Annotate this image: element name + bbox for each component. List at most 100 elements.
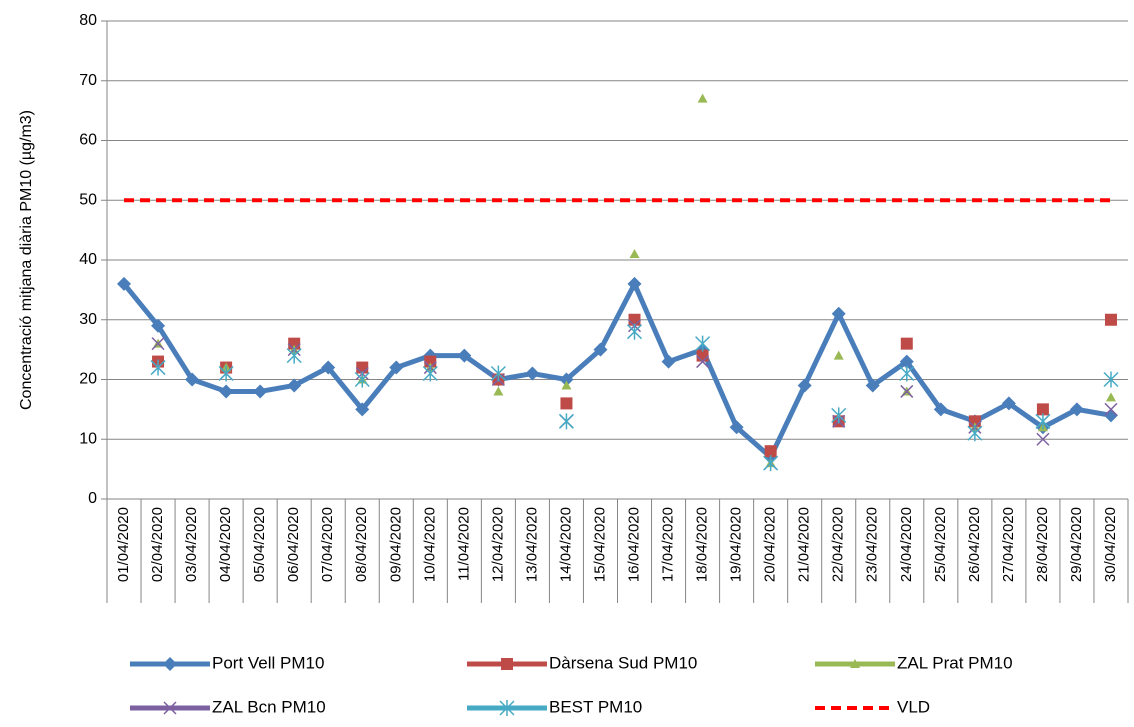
- x-tick-label: 04/04/2020: [217, 507, 234, 582]
- x-tick-label: 17/04/2020: [660, 507, 677, 582]
- marker: [899, 354, 914, 369]
- x-tick-label: 13/04/2020: [523, 507, 540, 582]
- marker: [163, 701, 177, 715]
- x-tick-label: 01/04/2020: [115, 507, 132, 582]
- x-tick-label: 05/04/2020: [251, 507, 268, 582]
- series-line: [122, 281, 1112, 460]
- legend-entry: BEST PM10: [467, 697, 642, 716]
- x-tick-label: 26/04/2020: [966, 507, 983, 582]
- x-tick-label: 21/04/2020: [796, 507, 813, 582]
- marker: [389, 360, 404, 375]
- y-tick-label: 10: [79, 430, 97, 447]
- marker: [151, 318, 166, 333]
- legend-label: ZAL Bcn PM10: [212, 697, 326, 716]
- marker: [286, 347, 302, 364]
- legend-label: Dàrsena Sud PM10: [549, 653, 697, 672]
- marker: [697, 93, 708, 103]
- x-tick-label: 08/04/2020: [353, 507, 370, 582]
- legend-entry: Dàrsena Sud PM10: [467, 653, 697, 672]
- marker: [185, 372, 200, 387]
- y-tick-label: 40: [79, 251, 97, 268]
- legend-entry: ZAL Bcn PM10: [130, 697, 326, 716]
- marker: [219, 384, 234, 399]
- marker: [1069, 402, 1084, 417]
- marker: [218, 365, 234, 382]
- marker: [490, 365, 506, 382]
- marker: [629, 249, 640, 259]
- marker: [764, 445, 777, 458]
- marker: [865, 378, 880, 393]
- marker: [627, 276, 642, 291]
- legend-entry: Port Vell PM10: [130, 653, 324, 672]
- marker: [422, 365, 438, 382]
- legend-label: BEST PM10: [549, 697, 642, 716]
- x-tick-label: 12/04/2020: [489, 507, 506, 582]
- marker: [900, 384, 914, 398]
- marker: [933, 402, 948, 417]
- x-tick-label: 30/04/2020: [1102, 507, 1119, 582]
- x-tick-label: 22/04/2020: [830, 507, 847, 582]
- marker: [457, 348, 472, 363]
- legend-entry: ZAL Prat PM10: [815, 653, 1013, 672]
- x-tick-label: 03/04/2020: [183, 507, 200, 582]
- y-tick-label: 20: [79, 371, 97, 388]
- marker: [163, 657, 177, 671]
- marker: [1104, 402, 1118, 416]
- x-tick-label: 11/04/2020: [455, 507, 472, 581]
- marker: [150, 359, 166, 376]
- marker: [1104, 313, 1117, 326]
- marker: [1105, 392, 1116, 402]
- x-tick-label: 10/04/2020: [421, 507, 438, 582]
- x-tick-label: 25/04/2020: [932, 507, 949, 582]
- x-tick-label: 15/04/2020: [591, 507, 608, 582]
- legend-entry: VLD: [815, 697, 930, 716]
- marker: [151, 337, 165, 351]
- marker: [831, 407, 847, 424]
- marker: [900, 337, 913, 350]
- marker: [287, 378, 302, 393]
- marker: [559, 372, 574, 387]
- x-tick-label: 14/04/2020: [557, 507, 574, 582]
- legend-label: VLD: [897, 697, 930, 716]
- y-axis-label: Concentració mitjana diària PM10 (µg/m3): [18, 110, 35, 410]
- marker: [501, 658, 513, 670]
- marker: [321, 360, 336, 375]
- marker: [1103, 371, 1119, 388]
- y-tick-label: 70: [79, 72, 97, 89]
- marker: [729, 420, 744, 435]
- marker: [797, 378, 812, 393]
- marker: [1103, 408, 1118, 423]
- y-tick-label: 0: [88, 490, 97, 507]
- legend-label: Port Vell PM10: [212, 653, 324, 672]
- x-tick-label: 27/04/2020: [1000, 507, 1017, 582]
- x-tick-label: 24/04/2020: [898, 507, 915, 582]
- marker: [117, 276, 132, 291]
- x-tick-label: 19/04/2020: [728, 507, 745, 582]
- x-tick-label: 09/04/2020: [387, 507, 404, 582]
- y-tick-label: 60: [79, 132, 97, 149]
- y-tick-label: 50: [79, 191, 97, 208]
- x-tick-label: 02/04/2020: [149, 507, 166, 582]
- marker: [558, 413, 574, 430]
- x-tick-label: 07/04/2020: [319, 507, 336, 582]
- marker: [661, 354, 676, 369]
- marker: [967, 425, 983, 442]
- x-tick-label: 28/04/2020: [1034, 507, 1051, 582]
- marker: [355, 402, 370, 417]
- y-tick-label: 80: [79, 12, 97, 29]
- x-tick-label: 20/04/2020: [762, 507, 779, 582]
- y-tick-label: 30: [79, 311, 97, 328]
- marker: [1001, 396, 1016, 411]
- marker: [626, 323, 643, 340]
- marker: [696, 355, 710, 369]
- marker: [763, 455, 779, 472]
- marker: [695, 335, 711, 352]
- marker: [833, 350, 844, 360]
- marker: [354, 371, 370, 388]
- x-tick-label: 23/04/2020: [864, 507, 881, 582]
- marker: [560, 397, 573, 410]
- x-tick-label: 16/04/2020: [625, 507, 642, 582]
- marker: [561, 380, 572, 390]
- marker: [899, 365, 915, 382]
